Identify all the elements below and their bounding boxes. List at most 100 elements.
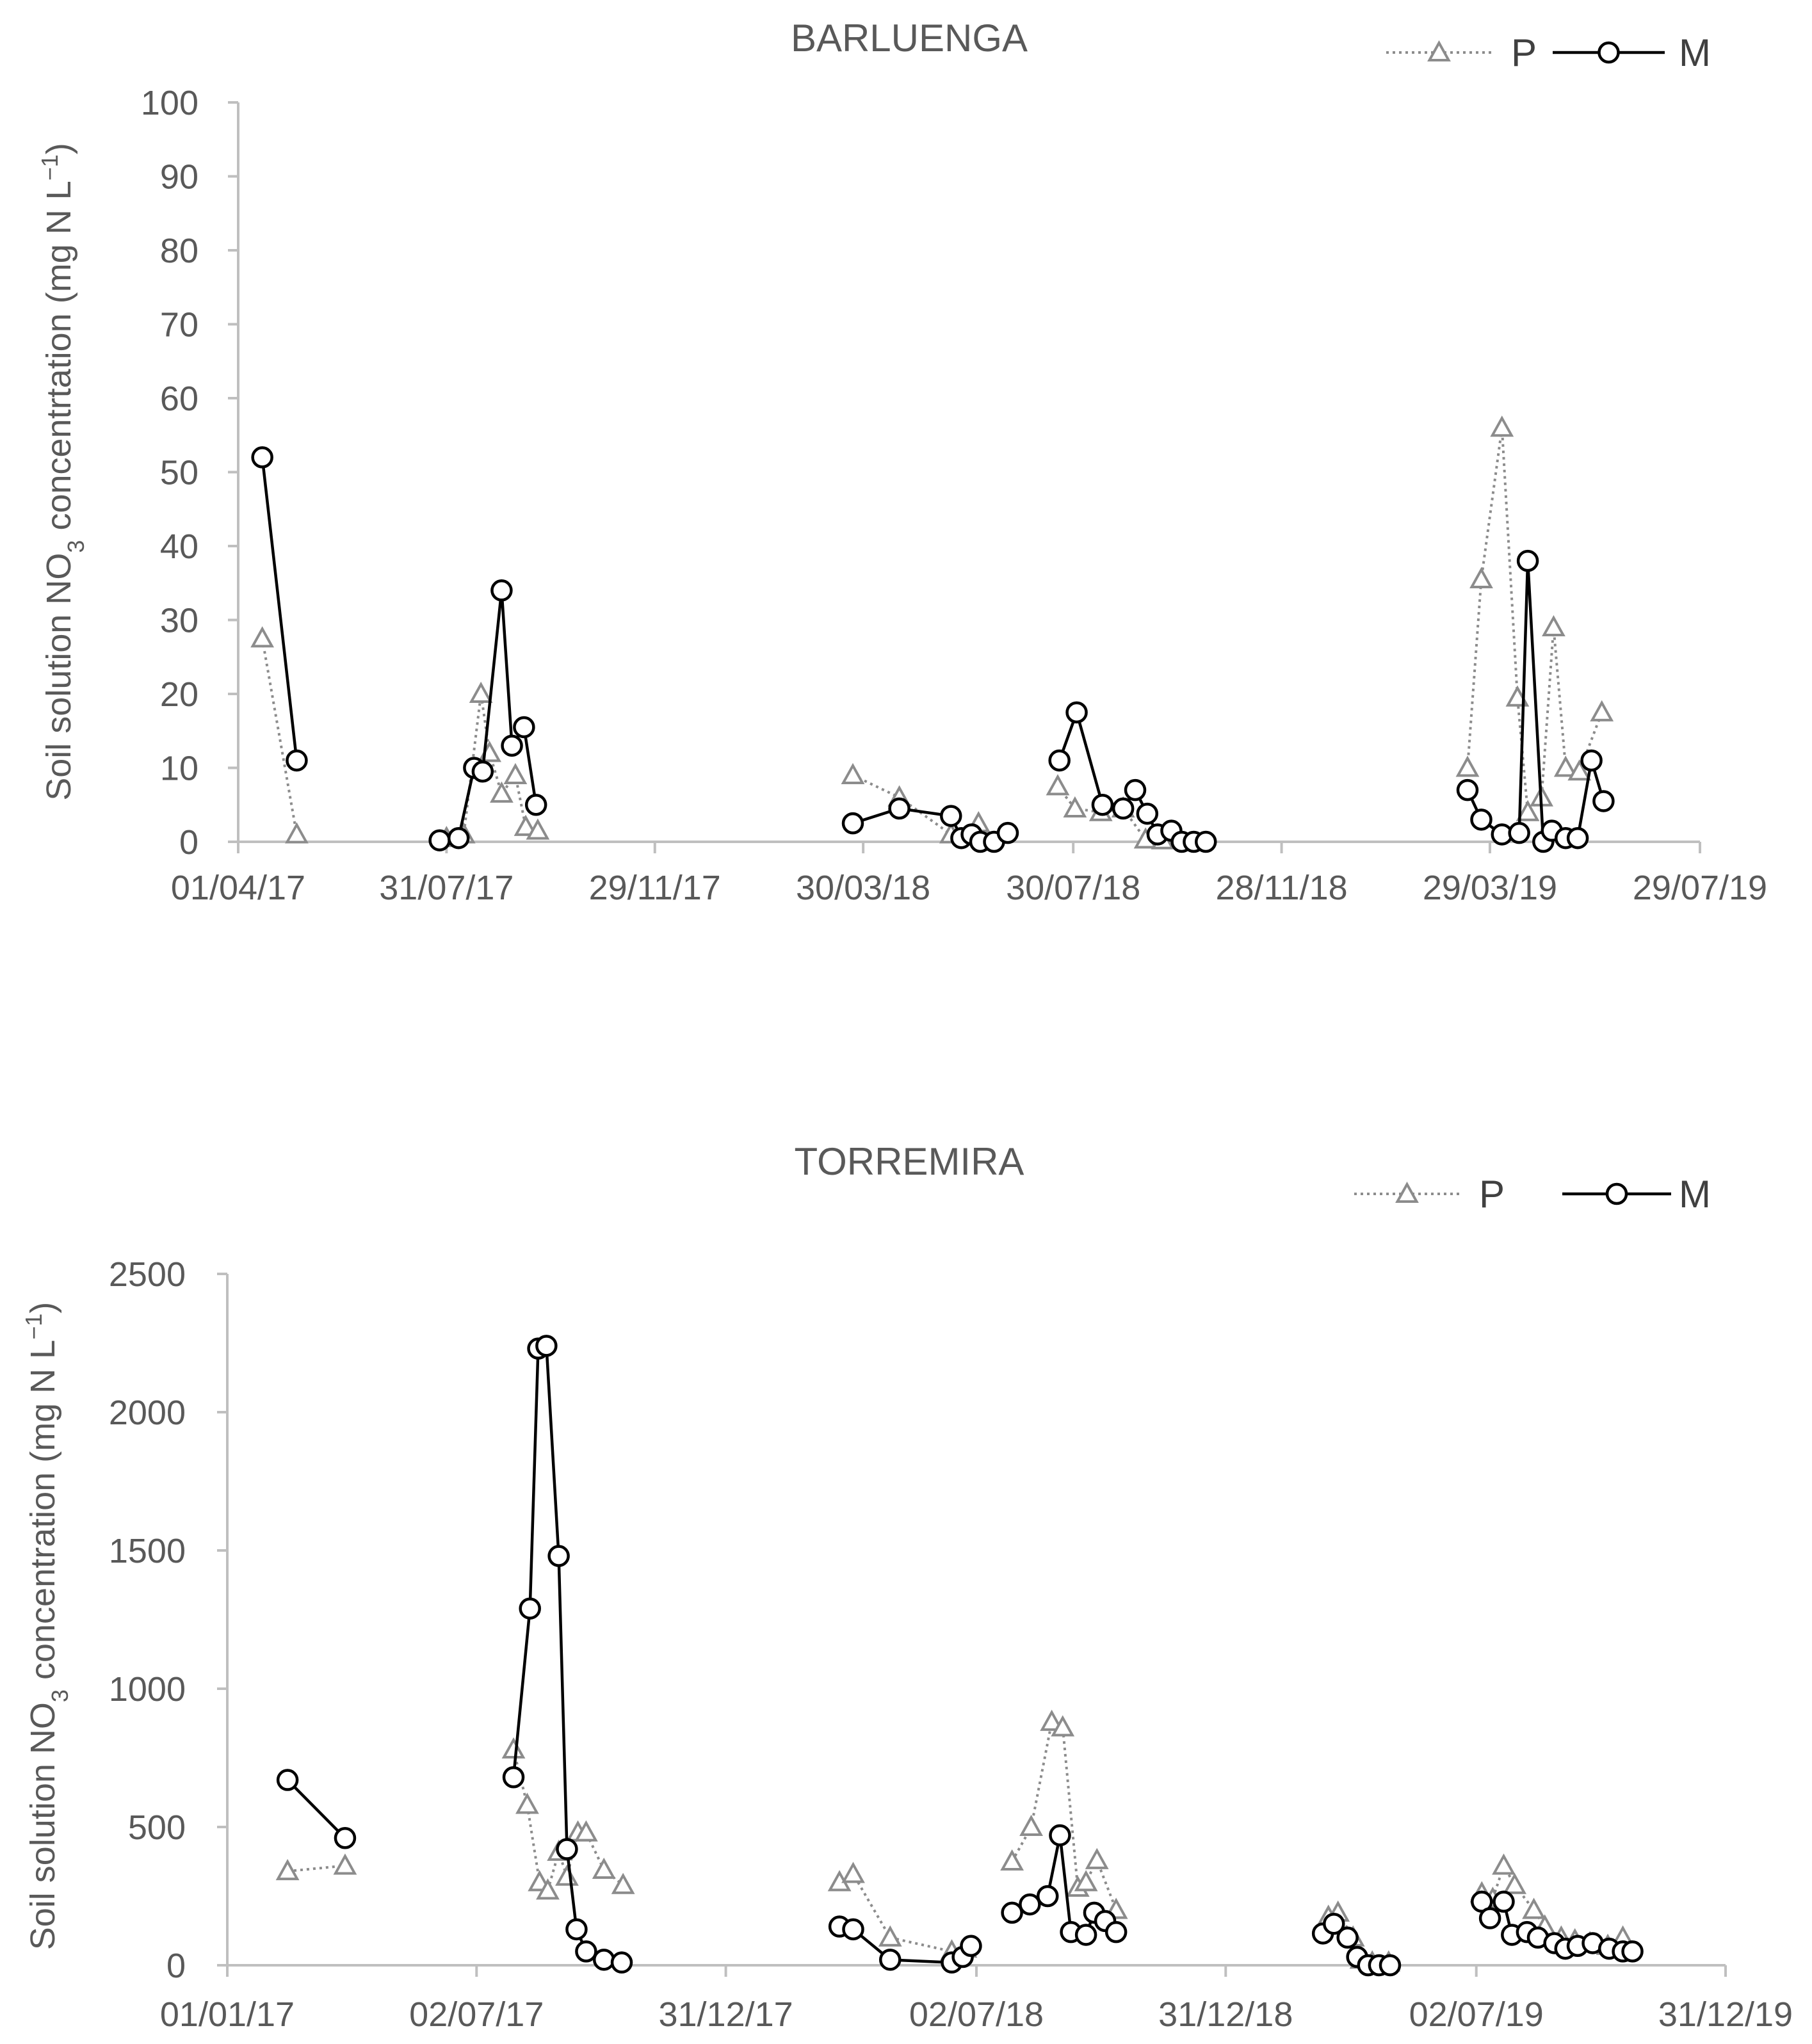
data-point-triangle — [1553, 755, 1578, 777]
data-point-triangle — [515, 1792, 539, 1814]
data-point-triangle — [1567, 759, 1592, 781]
data-point-triangle — [1503, 1872, 1527, 1894]
x-tick-label: 31/07/17 — [379, 869, 514, 907]
series-line — [1058, 707, 1206, 844]
chart-title: TORREMIRA — [795, 1140, 1024, 1183]
data-point-circle — [535, 1335, 558, 1357]
data-point-circle — [1074, 1924, 1097, 1946]
series-line — [286, 1779, 346, 1839]
data-point-circle — [1478, 1907, 1501, 1929]
data-point-triangle — [574, 1820, 598, 1842]
x-tick-label: 01/01/17 — [160, 1995, 295, 2034]
data-point-circle — [556, 1838, 578, 1860]
y-tick-label: 0 — [179, 823, 198, 862]
x-tick-label: 01/04/17 — [171, 869, 305, 907]
legend-marker-m — [1605, 1182, 1628, 1205]
data-point-circle — [1516, 549, 1539, 572]
data-point-circle — [502, 1766, 525, 1789]
legend-label-p: P — [1479, 1173, 1505, 1216]
y-tick-label: 2000 — [109, 1394, 186, 1432]
series-m — [276, 1335, 1644, 1977]
data-point-circle — [888, 797, 910, 820]
data-point-circle — [565, 1918, 588, 1941]
data-point-circle — [1456, 778, 1479, 801]
x-tick-label: 31/12/18 — [1158, 1995, 1293, 2034]
y-tick-label: 80 — [160, 232, 198, 270]
series-line — [852, 774, 989, 842]
legend-marker-p — [1427, 40, 1451, 61]
data-point-circle — [547, 1545, 570, 1567]
x-tick-label: 29/03/19 — [1423, 869, 1557, 907]
x-tick-label: 31/12/17 — [658, 1995, 793, 2034]
legend-marker-m — [1598, 41, 1620, 64]
y-tick-label: 40 — [160, 527, 198, 566]
x-tick-label: 02/07/18 — [909, 1995, 1044, 2034]
data-point-circle — [1112, 797, 1135, 820]
x-tick-label: 31/12/19 — [1658, 1995, 1793, 2034]
x-tick-label: 30/03/18 — [796, 869, 930, 907]
data-point-circle — [996, 821, 1019, 844]
data-point-circle — [878, 1949, 902, 1971]
data-point-triangle — [469, 681, 493, 703]
data-point-circle — [1019, 1893, 1041, 1916]
data-point-circle — [940, 805, 962, 827]
x-tick-label: 02/07/17 — [409, 1995, 544, 2034]
data-point-circle — [1001, 1901, 1023, 1924]
series-line — [261, 457, 298, 761]
data-point-circle — [1065, 701, 1088, 724]
data-point-circle — [447, 826, 470, 849]
data-point-circle — [1621, 1940, 1644, 1963]
data-point-triangle — [536, 1878, 560, 1900]
series-p — [275, 1709, 1635, 1972]
y-tick-label: 100 — [141, 84, 198, 122]
data-point-circle — [1580, 749, 1603, 772]
data-point-triangle — [503, 762, 528, 785]
data-point-triangle — [490, 781, 514, 803]
y-tick-label: 20 — [160, 675, 198, 714]
data-point-circle — [490, 579, 513, 602]
data-point-circle — [1323, 1912, 1345, 1935]
legend-label-m: M — [1679, 31, 1711, 74]
legend-label-m: M — [1679, 1173, 1711, 1216]
chart-torremira-svg: TORREMIRA Soil solution NO3 concentration… — [20, 1140, 1793, 2034]
data-point-triangle — [1516, 800, 1540, 821]
data-point-circle — [841, 812, 864, 835]
y-tick-label: 1500 — [109, 1532, 186, 1570]
data-point-triangle — [514, 814, 538, 836]
data-point-circle — [1492, 1890, 1515, 1913]
data-point-triangle — [1063, 796, 1087, 818]
data-point-circle — [1508, 821, 1530, 844]
data-point-triangle — [1074, 1870, 1098, 1892]
data-point-triangle — [1469, 567, 1493, 588]
legend-label-p: P — [1511, 31, 1537, 74]
y-tick-label: 70 — [160, 306, 198, 344]
data-point-triangle — [1490, 415, 1514, 437]
series-line — [1466, 427, 1603, 816]
y-tick-label: 50 — [160, 454, 198, 492]
data-point-circle — [960, 1935, 982, 1958]
data-point-circle — [501, 734, 523, 757]
data-point-circle — [276, 1769, 299, 1791]
series-line — [512, 1749, 624, 1894]
data-point-circle — [1470, 809, 1492, 831]
data-point-circle — [524, 794, 547, 816]
data-point-triangle — [250, 626, 275, 648]
x-tick-label: 02/07/19 — [1409, 1995, 1544, 2034]
data-point-circle — [1336, 1926, 1359, 1949]
y-tick-label: 10 — [160, 750, 198, 788]
data-point-triangle — [1046, 774, 1070, 796]
chart-title: BARLUENGA — [791, 17, 1028, 60]
x-tick-label: 29/07/19 — [1633, 869, 1767, 907]
data-point-triangle — [611, 1872, 635, 1894]
data-point-triangle — [555, 1864, 579, 1886]
data-point-triangle — [1455, 755, 1480, 777]
data-point-triangle — [285, 822, 309, 844]
series-line — [839, 1872, 966, 1953]
data-point-circle — [1194, 830, 1217, 853]
data-point-triangle — [1590, 700, 1614, 721]
data-point-triangle — [1492, 1853, 1516, 1875]
data-point-circle — [1566, 826, 1589, 849]
data-point-circle — [251, 446, 273, 469]
